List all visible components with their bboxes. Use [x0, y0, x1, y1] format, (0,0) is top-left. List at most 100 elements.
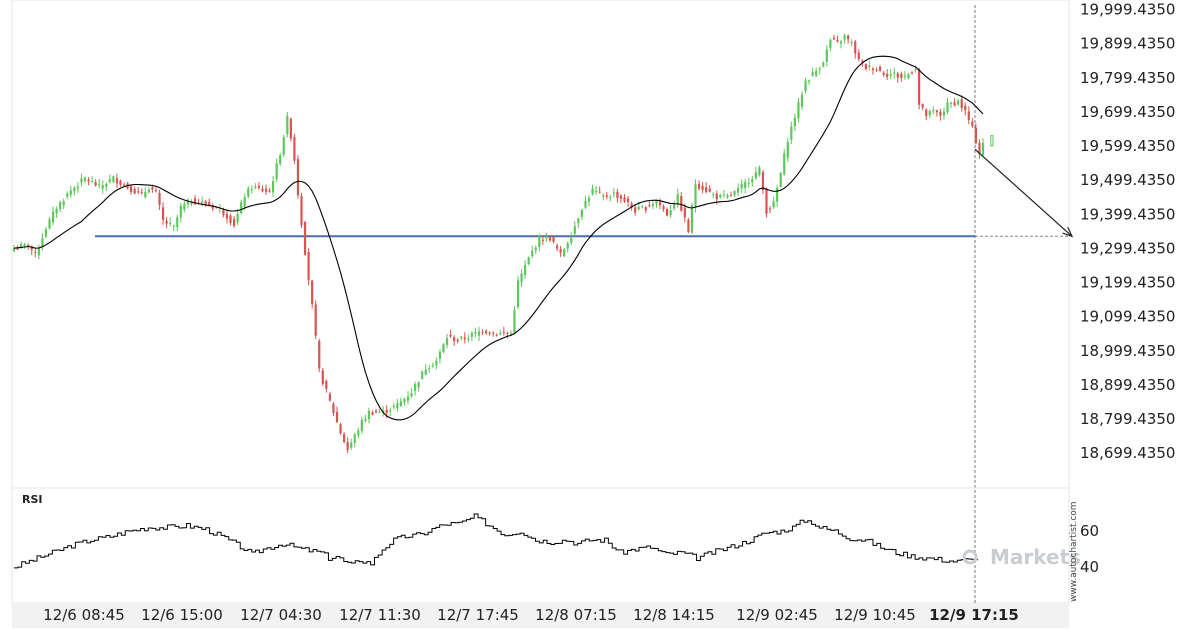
- candle: [910, 71, 914, 75]
- candle-body: [509, 333, 513, 335]
- candle-body: [51, 211, 55, 223]
- candle-body: [715, 193, 718, 200]
- candle-body: [744, 181, 747, 189]
- candle: [886, 69, 889, 81]
- candle: [421, 370, 424, 380]
- candle: [374, 408, 378, 414]
- candle-body: [871, 68, 875, 71]
- candle-body: [683, 207, 686, 218]
- candle: [73, 185, 76, 196]
- candle: [62, 198, 65, 210]
- candle-body: [467, 338, 470, 340]
- candle-body: [44, 229, 48, 237]
- candle: [548, 235, 552, 242]
- candle-body: [612, 192, 615, 194]
- candle-body: [328, 393, 332, 401]
- candle: [665, 207, 669, 217]
- candle-body: [399, 401, 402, 406]
- price-tick-label: 18,999.4350: [1080, 342, 1175, 360]
- candle: [644, 206, 647, 214]
- candle: [314, 300, 317, 340]
- candle-body: [364, 418, 367, 421]
- candle-body: [360, 419, 363, 431]
- candle-body: [538, 235, 541, 247]
- candle: [357, 427, 360, 439]
- candle-body: [925, 109, 928, 116]
- candle-body: [137, 191, 140, 193]
- candle: [346, 437, 349, 453]
- candle: [538, 233, 541, 252]
- candle: [492, 331, 495, 337]
- candle: [634, 204, 637, 216]
- candle: [477, 326, 481, 342]
- candle-body: [115, 178, 119, 184]
- candle-body: [751, 179, 754, 183]
- candle-body: [122, 184, 126, 186]
- candle-body: [300, 196, 303, 226]
- candle: [254, 183, 257, 190]
- candle-body: [896, 73, 899, 78]
- candle-body: [289, 118, 292, 139]
- candle-body: [413, 384, 417, 391]
- candle-body: [382, 410, 385, 413]
- candle: [23, 242, 26, 249]
- candle-body: [964, 105, 967, 111]
- candle: [935, 109, 938, 117]
- candle-body: [69, 190, 72, 195]
- candle: [364, 414, 367, 423]
- candle: [804, 77, 807, 94]
- candle-body: [563, 249, 566, 257]
- candle-body: [900, 73, 903, 78]
- candle-body: [882, 72, 885, 75]
- rsi-title: RSI: [22, 493, 43, 506]
- candle-body: [623, 197, 626, 202]
- candle: [211, 203, 214, 212]
- candle: [147, 187, 150, 194]
- candle-body: [463, 337, 466, 340]
- candle: [953, 98, 956, 107]
- time-tick-label: 12/9 10:45: [834, 606, 916, 624]
- candle-body: [818, 68, 821, 70]
- candle-body: [325, 380, 328, 389]
- candle: [641, 204, 644, 209]
- candle-body: [144, 191, 147, 198]
- candle-body: [183, 203, 186, 210]
- candle-body: [101, 184, 104, 189]
- candle: [339, 422, 342, 435]
- candle-body: [339, 424, 342, 434]
- candle-body: [19, 244, 23, 247]
- candle-body: [83, 177, 87, 182]
- candle-body: [470, 333, 473, 337]
- candle-body: [545, 236, 548, 239]
- candle: [960, 95, 963, 112]
- moving-average-line: [13, 55, 984, 421]
- candle-body: [524, 265, 527, 275]
- candle-body: [570, 237, 573, 243]
- candle-body: [779, 172, 782, 187]
- candle: [367, 407, 371, 424]
- candle-body: [204, 201, 207, 205]
- candle: [105, 182, 108, 192]
- candle: [559, 245, 562, 257]
- price-tick-label: 19,299.4350: [1080, 239, 1175, 257]
- candle-body: [442, 343, 445, 352]
- candle-body: [332, 403, 335, 414]
- candle-body: [907, 74, 910, 78]
- candle-body: [140, 192, 143, 194]
- candle: [793, 113, 796, 132]
- candle-body: [112, 176, 115, 183]
- candle: [903, 71, 907, 80]
- candle-body: [953, 102, 956, 106]
- candle-body: [66, 193, 69, 197]
- candle: [918, 67, 921, 110]
- candle-body: [208, 201, 211, 206]
- candle: [169, 217, 172, 227]
- candle-body: [634, 207, 637, 213]
- time-tick-label: 12/7 11:30: [339, 606, 421, 624]
- price-tick-label: 19,599.4350: [1080, 137, 1175, 155]
- candle: [300, 193, 303, 229]
- candle: [144, 187, 147, 199]
- price-tick-label: 19,699.4350: [1080, 103, 1175, 121]
- candle-body: [335, 411, 339, 423]
